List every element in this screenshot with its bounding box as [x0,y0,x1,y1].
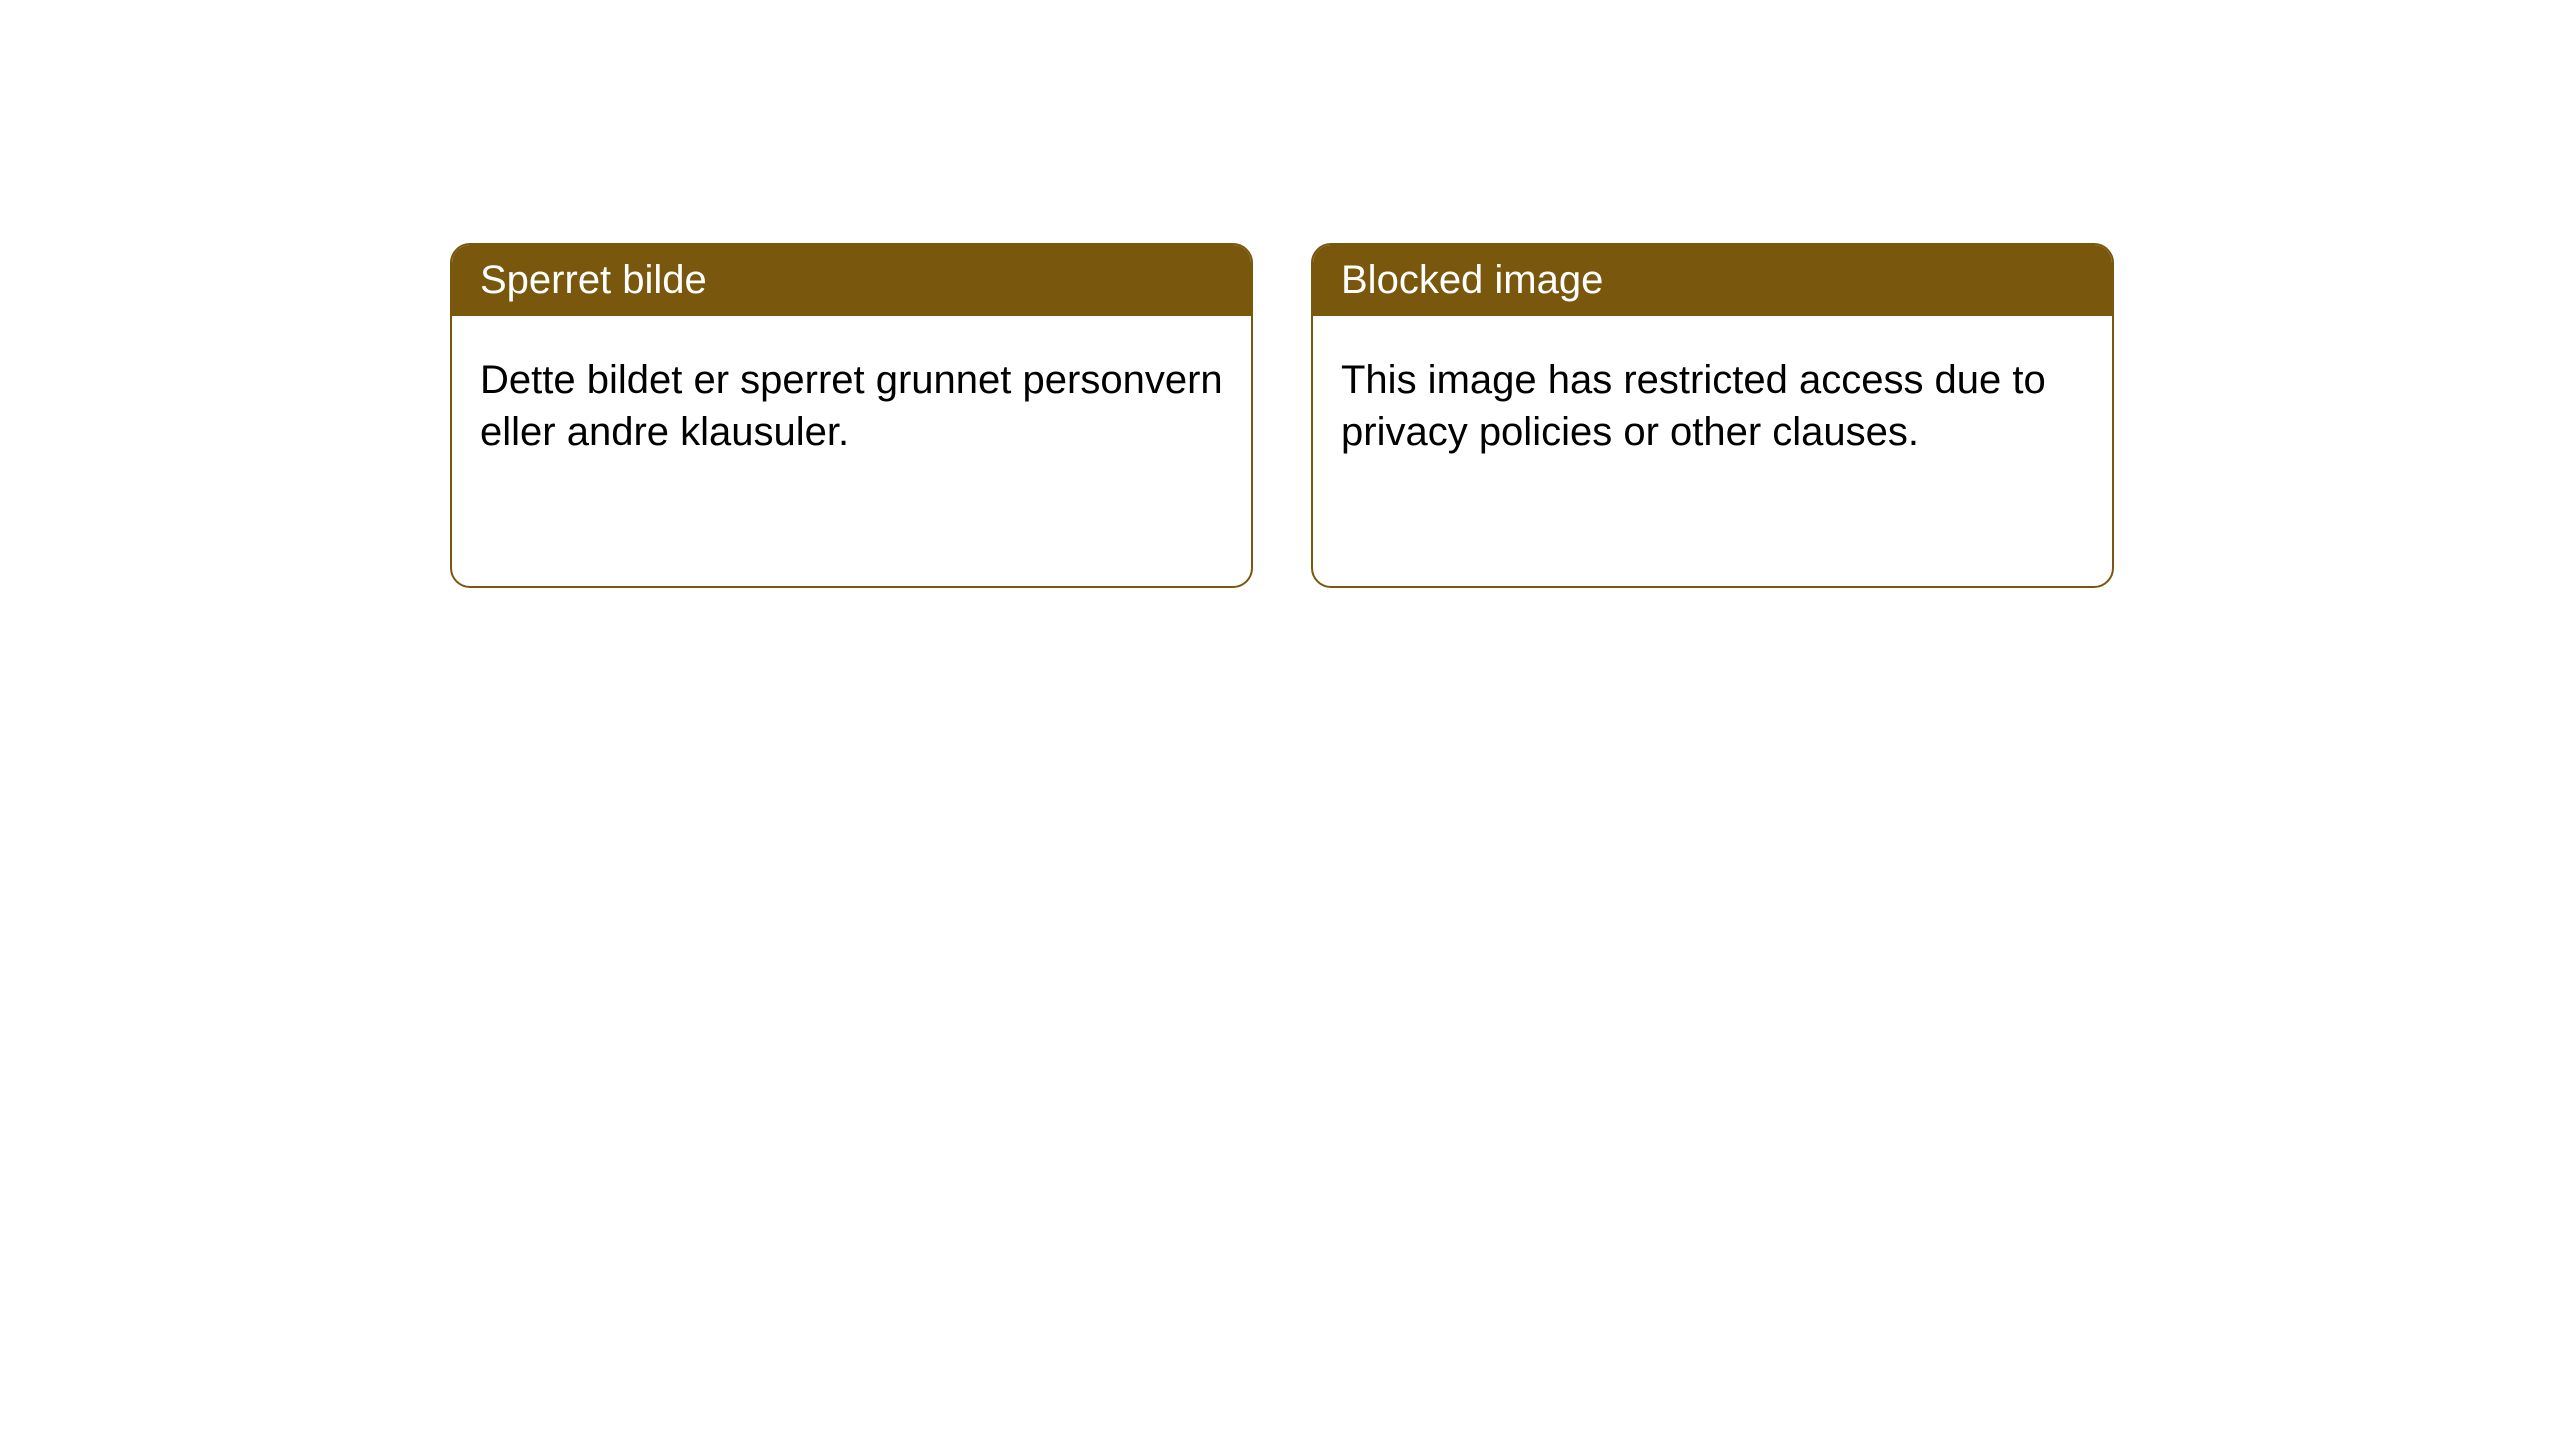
blocked-image-card-no: Sperret bilde Dette bildet er sperret gr… [450,243,1253,588]
card-container: Sperret bilde Dette bildet er sperret gr… [450,243,2114,588]
blocked-image-card-en: Blocked image This image has restricted … [1311,243,2114,588]
card-header: Sperret bilde [452,245,1251,316]
card-header: Blocked image [1313,245,2112,316]
card-body-text: This image has restricted access due to … [1341,358,2046,454]
card-title: Blocked image [1341,258,1603,302]
card-title: Sperret bilde [480,258,707,302]
card-body: Dette bildet er sperret grunnet personve… [452,316,1251,586]
card-body: This image has restricted access due to … [1313,316,2112,586]
card-body-text: Dette bildet er sperret grunnet personve… [480,358,1223,454]
